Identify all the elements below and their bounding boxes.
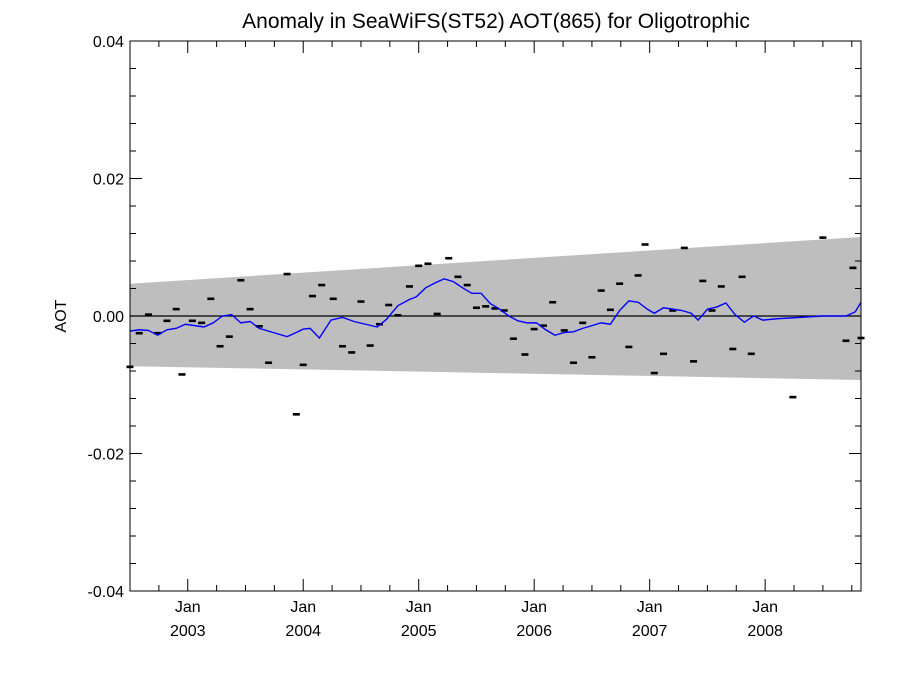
x-tick-month-1: Jan xyxy=(290,599,316,616)
data-point-35 xyxy=(463,283,471,287)
data-point-49 xyxy=(597,289,605,292)
chart-title: Anomaly in SeaWiFS(ST52) AOT(865) for Ol… xyxy=(242,10,750,33)
y-tick-label-1: 0.02 xyxy=(93,172,124,189)
data-point-6 xyxy=(178,373,186,376)
data-point-51 xyxy=(616,282,624,285)
data-point-66 xyxy=(789,395,797,399)
data-point-27 xyxy=(385,303,393,307)
data-point-24 xyxy=(357,300,365,303)
data-point-48 xyxy=(588,355,596,359)
trend-line xyxy=(129,278,862,340)
data-point-10 xyxy=(216,344,224,348)
data-point-23 xyxy=(348,351,356,354)
data-point-52 xyxy=(625,345,633,349)
data-point-68 xyxy=(842,339,850,343)
data-point-5 xyxy=(172,307,180,311)
data-point-25 xyxy=(366,344,374,347)
data-point-34 xyxy=(454,275,462,279)
data-point-11 xyxy=(225,335,233,338)
data-point-53 xyxy=(634,274,642,277)
data-point-57 xyxy=(669,309,677,312)
data-point-32 xyxy=(433,312,441,316)
data-point-39 xyxy=(500,309,508,312)
data-point-64 xyxy=(738,275,746,279)
x-tick-year-3: 2006 xyxy=(516,623,552,640)
x-tick-year-5: 2008 xyxy=(747,623,783,640)
data-point-56 xyxy=(660,352,668,356)
x-tick-year-2: 2005 xyxy=(401,623,437,640)
data-point-18 xyxy=(299,363,307,367)
y-tick-label-3: -0.02 xyxy=(88,447,125,464)
data-point-41 xyxy=(521,353,529,356)
data-point-61 xyxy=(708,309,716,312)
data-point-22 xyxy=(338,344,346,348)
data-point-30 xyxy=(415,264,423,268)
data-point-44 xyxy=(549,300,557,304)
data-point-37 xyxy=(482,305,490,308)
data-point-28 xyxy=(394,314,402,317)
data-point-1 xyxy=(135,331,143,335)
data-point-21 xyxy=(329,297,337,301)
data-point-13 xyxy=(246,307,254,311)
data-point-3 xyxy=(154,331,162,335)
data-point-16 xyxy=(283,272,291,276)
data-point-2 xyxy=(144,313,152,316)
axis-ticks: 0.04 0.02 0.00 -0.02 -0.04 Jan 2003 Jan 2004 Jan 2… xyxy=(88,34,861,640)
data-point-67 xyxy=(819,236,827,239)
data-point-36 xyxy=(472,306,480,310)
y-tick-label-0: 0.04 xyxy=(93,34,124,51)
data-point-50 xyxy=(606,308,614,312)
x-tick-month-0: Jan xyxy=(175,599,201,616)
data-point-65 xyxy=(747,352,755,356)
data-point-12 xyxy=(237,278,245,282)
data-point-4 xyxy=(163,319,171,323)
data-point-8 xyxy=(198,321,206,325)
data-point-38 xyxy=(491,307,499,310)
data-point-45 xyxy=(560,329,568,332)
data-point-7 xyxy=(188,319,196,323)
plot-area: 0.04 0.02 0.00 -0.02 -0.04 Jan 2003 Jan 2004 Jan 2… xyxy=(88,34,865,640)
data-point-59 xyxy=(690,360,698,363)
x-tick-month-3: Jan xyxy=(521,599,547,616)
data-point-33 xyxy=(445,256,453,260)
y-axis-label: AOT xyxy=(53,299,70,332)
data-point-43 xyxy=(539,324,547,327)
y-tick-label-4: -0.04 xyxy=(88,584,125,601)
data-point-19 xyxy=(308,294,316,298)
x-tick-month-5: Jan xyxy=(752,599,778,616)
data-point-9 xyxy=(207,297,215,301)
data-point-62 xyxy=(717,285,725,288)
data-point-29 xyxy=(405,285,413,288)
data-point-55 xyxy=(650,371,658,375)
anomaly-points xyxy=(126,236,865,416)
data-point-31 xyxy=(424,262,432,266)
data-point-14 xyxy=(255,325,263,328)
data-point-46 xyxy=(569,361,577,365)
y-tick-label-2: 0.00 xyxy=(93,309,124,326)
data-point-69 xyxy=(849,266,857,270)
x-tick-year-4: 2007 xyxy=(632,623,668,640)
data-point-42 xyxy=(530,327,538,331)
data-point-40 xyxy=(509,337,517,340)
data-point-63 xyxy=(729,347,737,351)
data-point-60 xyxy=(699,279,707,283)
x-tick-month-4: Jan xyxy=(637,599,663,616)
data-point-58 xyxy=(680,246,688,250)
data-point-17 xyxy=(292,413,300,416)
x-tick-year-0: 2003 xyxy=(170,623,206,640)
data-point-20 xyxy=(318,283,326,287)
data-point-47 xyxy=(579,321,587,325)
x-tick-month-2: Jan xyxy=(406,599,432,616)
data-point-15 xyxy=(265,361,273,365)
data-point-54 xyxy=(641,243,649,246)
x-tick-year-1: 2004 xyxy=(285,623,321,640)
